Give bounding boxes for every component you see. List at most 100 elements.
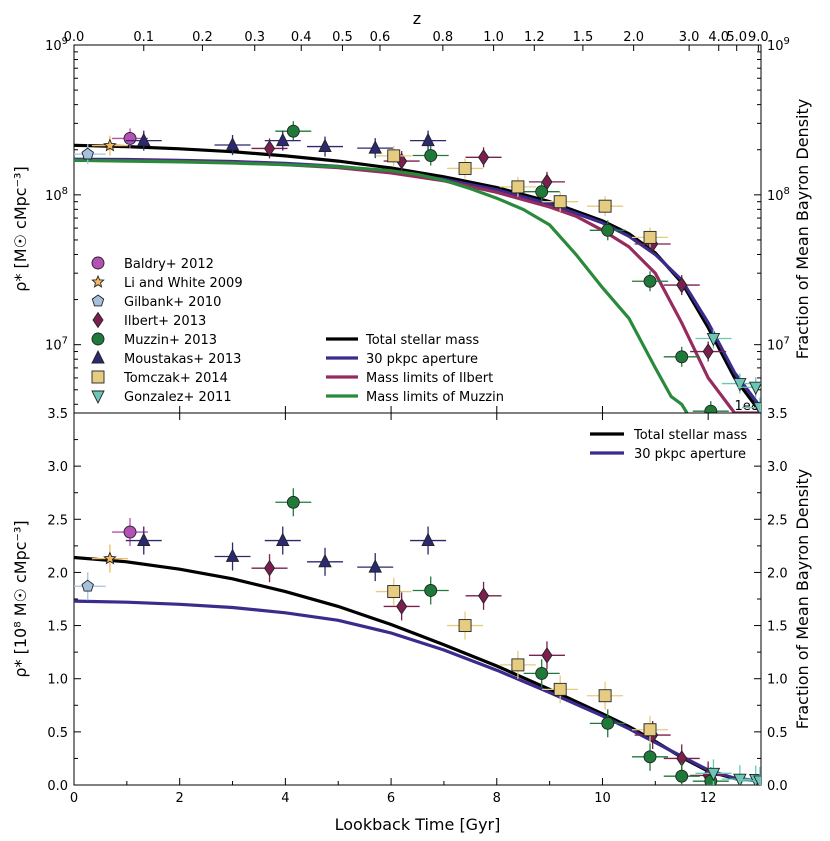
curve-30-pkpc-aperture	[74, 599, 761, 783]
y-tick-label: 0.0	[47, 779, 68, 794]
x-tick-label: 10	[594, 791, 611, 806]
point-ilbert-2013	[263, 140, 276, 157]
legend-marker-tomczak-2014	[91, 370, 105, 384]
point-gonzalez-2011	[706, 767, 721, 782]
z-tick-label: 0.8	[433, 30, 454, 45]
y-tick-label: 0.5	[47, 726, 68, 741]
legend-label-gilbank-2010: Gilbank+ 2010	[124, 295, 221, 310]
y-tick-label-right: 107	[767, 336, 790, 354]
x-axis-label: Lookback Time [Gyr]	[335, 815, 501, 834]
legend-label-gonzalez-2011: Gonzalez+ 2011	[124, 390, 232, 405]
bottom-y-axis-label: ρ* [10⁸ M☉ cMpc⁻³]	[11, 520, 30, 677]
point-ilbert-2013	[676, 276, 688, 294]
z-tick-label: 0.6	[370, 30, 391, 45]
point-moustakas-2013	[137, 132, 151, 147]
z-tick-label: 0.2	[192, 30, 213, 45]
point-ilbert-2013	[702, 343, 714, 360]
point-tomczak-2014	[387, 585, 401, 599]
point-tomczak-2014	[458, 162, 472, 175]
y-tick-label: 1.0	[47, 673, 68, 688]
x-tick-label: 4	[281, 791, 289, 806]
y-bottom-label-right: 3.5	[767, 407, 788, 422]
point-gonzalez-2011	[733, 378, 747, 392]
y-tick-label-right: 3.0	[767, 460, 788, 475]
point-muzzin-2013	[286, 124, 300, 138]
point-muzzin-2013	[704, 404, 718, 413]
point-ilbert-2013	[263, 559, 276, 577]
z-tick-label: 0.0	[64, 30, 85, 45]
point-muzzin-2013	[675, 769, 689, 783]
point-moustakas-2013	[318, 553, 332, 568]
legend-marker-gilbank-2010	[91, 294, 105, 307]
z-tick-label: 0.1	[133, 30, 154, 45]
y-tick-label-right: 0.0	[767, 779, 788, 794]
y-bottom-label: 3.5	[47, 407, 68, 422]
point-moustakas-2013	[318, 138, 332, 153]
y-tick-label: 3.0	[47, 460, 68, 475]
point-muzzin-2013	[643, 274, 657, 288]
point-tomczak-2014	[598, 199, 612, 213]
point-moustakas-2013	[276, 532, 290, 546]
legend-marker-gonzalez-2011	[91, 390, 105, 405]
legend-line-label-total-stellar-mass: Total stellar mass	[633, 428, 747, 443]
point-tomczak-2014	[458, 619, 472, 633]
legend-label-baldry-2012: Baldry+ 2012	[124, 257, 214, 272]
point-tomczak-2014	[553, 195, 567, 209]
legend-marker-li-and-white-2009	[91, 274, 105, 288]
point-muzzin-2013	[601, 716, 615, 730]
top-y-axis-label-right: Fraction of Mean Bayron Density	[793, 99, 812, 359]
z-tick-label: 4.0	[708, 30, 729, 45]
legend-label-muzzin-2013: Muzzin+ 2013	[124, 333, 217, 348]
z-tick-label: 5.0	[726, 30, 747, 45]
y-tick-label-right: 1.5	[767, 620, 788, 635]
point-moustakas-2013	[137, 532, 151, 546]
point-ilbert-2013	[396, 598, 408, 615]
point-tomczak-2014	[598, 689, 612, 703]
point-muzzin-2013	[286, 495, 300, 509]
legend-line-label-30-pkpc-aperture: 30 pkpc aperture	[366, 352, 478, 367]
point-gilbank-2010	[81, 147, 94, 160]
point-tomczak-2014	[387, 149, 401, 163]
point-tomczak-2014	[511, 180, 525, 194]
y-tick-label: 109	[45, 36, 68, 54]
bottom-panel: 0.0 0.0 0.5 0.5 1.0 1.0 1.5 1.5 2.0 2.0 2.5 2.5 3.0 3…	[11, 412, 812, 834]
y-tick-label-right: 1.0	[767, 673, 788, 688]
x-tick-label: 2	[176, 791, 184, 806]
point-baldry-2012	[123, 525, 137, 539]
y-tick-label: 2.0	[47, 566, 68, 581]
curve-total-stellar-mass	[74, 143, 761, 413]
legend-marker-moustakas-2013	[91, 349, 105, 364]
point-gonzalez-2011	[753, 775, 761, 785]
point-moustakas-2013	[276, 132, 290, 147]
legend-line-label-mass-limits-of-ilbert: Mass limits of Ilbert	[366, 371, 493, 386]
y-tick-label: 108	[45, 186, 68, 204]
z-tick-label: 0.3	[244, 30, 265, 45]
legend-marker-ilbert-2013	[92, 311, 104, 329]
legend-label-li-and-white-2009: Li and White 2009	[124, 276, 243, 291]
z-tick-label: 1.2	[524, 30, 545, 45]
legend-line-label-total-stellar-mass: Total stellar mass	[365, 333, 479, 348]
bottom-y-axis-label-right: Fraction of Mean Bayron Density	[793, 469, 812, 729]
point-gonzalez-2011	[753, 402, 761, 413]
z-tick-label: 0.4	[291, 30, 312, 45]
legend-line-label-mass-limits-of-muzzin: Mass limits of Muzzin	[366, 390, 504, 405]
legend-marker-muzzin-2013	[91, 332, 105, 346]
legend-label-tomczak-2014: Tomczak+ 2014	[123, 371, 228, 386]
point-baldry-2012	[123, 131, 137, 145]
point-muzzin-2013	[424, 584, 438, 597]
z-tick-label: 2.0	[623, 30, 644, 45]
z-tick-label: 9.0	[748, 30, 769, 45]
y-tick-label: 107	[45, 336, 68, 354]
point-li-and-white-2009	[103, 551, 117, 565]
x-tick-label: 12	[700, 791, 717, 806]
z-tick-label: 1.0	[483, 30, 504, 45]
point-gonzalez-2011	[748, 381, 761, 396]
point-tomczak-2014	[553, 682, 567, 696]
top-panel: 0.0 0.1 0.2 0.3 0.4 0.5 0.6 0.8 1.0 1.2 1.5 2.0 3.0 4…	[11, 30, 812, 422]
top-marks	[74, 121, 761, 413]
z-tick-label: 1.5	[573, 30, 594, 45]
y-tick-label: 1.5	[47, 620, 68, 635]
top-y-axis-label: ρ* [M☉ cMpc⁻³]	[11, 166, 30, 291]
point-gonzalez-2011	[706, 333, 721, 347]
